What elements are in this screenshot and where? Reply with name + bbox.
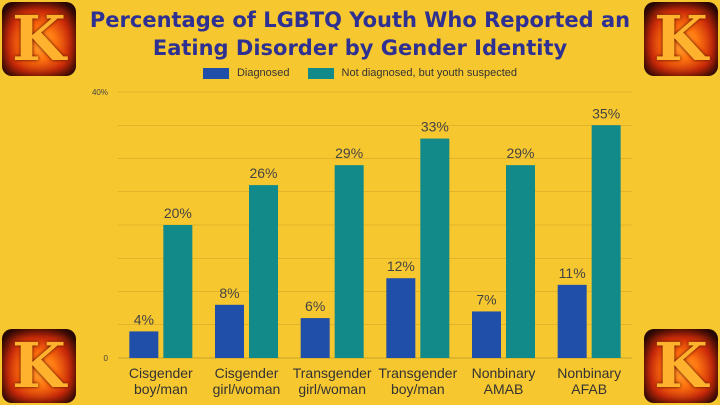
bar-data-label: 29% xyxy=(506,145,534,161)
bar-data-label: 8% xyxy=(219,285,239,301)
legend-swatch-suspected xyxy=(307,67,334,79)
bar-data-label: 7% xyxy=(476,291,496,307)
x-tick-label: girl/woman xyxy=(213,381,281,397)
bar-suspected xyxy=(420,138,450,358)
bar-suspected xyxy=(591,125,621,358)
legend-swatch-diagnosed xyxy=(202,67,229,79)
chart-title: Percentage of LGBTQ Youth Who Reported a… xyxy=(89,8,631,60)
bar-diagnosed xyxy=(557,284,587,358)
x-tick-label: AFAB xyxy=(571,381,607,397)
y-tick-label: 40% xyxy=(92,88,108,97)
x-tick-label: boy/man xyxy=(391,381,445,397)
legend-label-diagnosed: Diagnosed xyxy=(236,67,290,79)
bar-suspected xyxy=(334,165,364,358)
bar-diagnosed xyxy=(129,331,159,358)
legend-label-suspected: Not diagnosed, but youth suspected xyxy=(341,67,518,79)
chart-legend: Diagnosed Not diagnosed, but youth suspe… xyxy=(0,67,720,79)
x-tick-label: Nonbinary xyxy=(557,365,621,381)
bar-data-label: 33% xyxy=(421,119,449,135)
bar-data-label: 6% xyxy=(305,298,325,314)
bar-data-label: 26% xyxy=(249,165,277,181)
x-tick-label: Transgender xyxy=(293,365,372,381)
bar-diagnosed xyxy=(472,311,501,358)
x-tick-label: Cisgender xyxy=(129,365,193,381)
k-logo-icon: K xyxy=(644,329,718,403)
legend-item-diagnosed: Diagnosed xyxy=(202,67,290,79)
bar-diagnosed xyxy=(215,304,244,358)
bar-suspected xyxy=(506,165,535,358)
y-tick-label: 0 xyxy=(104,354,109,363)
x-tick-label: girl/woman xyxy=(298,381,366,397)
bar-data-label: 11% xyxy=(559,265,586,281)
bar-data-label: 29% xyxy=(335,145,363,161)
x-tick-label: boy/man xyxy=(134,381,188,397)
bar-diagnosed xyxy=(386,278,416,358)
legend-item-suspected: Not diagnosed, but youth suspected xyxy=(307,67,518,79)
k-logo-icon: K xyxy=(2,2,76,76)
bar-diagnosed xyxy=(300,318,330,358)
bar-suspected xyxy=(249,185,278,358)
bar-data-label: 12% xyxy=(387,258,415,274)
x-tick-label: Nonbinary xyxy=(472,365,536,381)
bar-data-label: 35% xyxy=(592,105,620,121)
bar-data-label: 20% xyxy=(164,205,192,221)
bar-data-label: 4% xyxy=(134,311,154,327)
bar-suspected xyxy=(163,225,193,358)
k-logo-icon: K xyxy=(644,2,718,76)
x-tick-label: Transgender xyxy=(378,365,457,381)
x-tick-label: Cisgender xyxy=(215,365,279,381)
k-logo-icon: K xyxy=(2,329,76,403)
x-tick-label: AMAB xyxy=(484,381,524,397)
